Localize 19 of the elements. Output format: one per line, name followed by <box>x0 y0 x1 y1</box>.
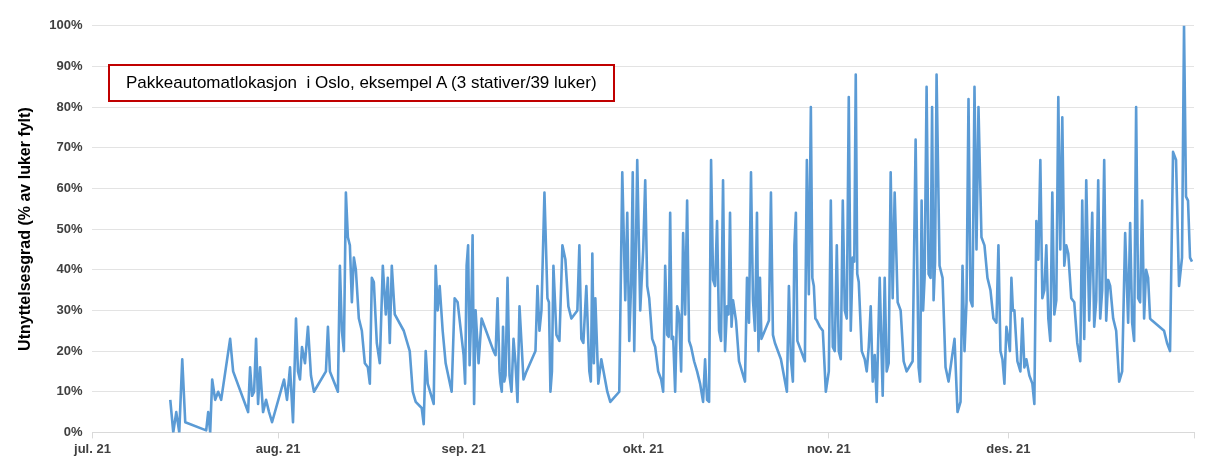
y-axis-title: Utnyttelsesgrad (% av luker fylt) <box>16 107 34 351</box>
y-tick-label: 20% <box>56 342 83 358</box>
y-tick-label: 80% <box>56 98 83 114</box>
y-tick-label: 10% <box>56 383 83 399</box>
y-tick-label: 30% <box>56 302 83 317</box>
annotation: Pakkeautomatlokasjon i Oslo, eksempel A (3 stativer/39 luker) <box>108 64 615 102</box>
x-tick-label: sep. 21 <box>441 440 486 456</box>
y-tick-label: 100% <box>49 17 83 33</box>
y-tick-label: 50% <box>56 220 83 236</box>
x-tick-label: aug. 21 <box>255 440 301 456</box>
y-tick-label: 40% <box>56 261 83 277</box>
x-tick-label: nov. 21 <box>806 440 851 456</box>
y-tick-label: 70% <box>56 139 83 155</box>
y-tick-label: 0% <box>63 423 83 439</box>
x-tick-label: jul. 21 <box>73 440 111 456</box>
x-tick-label: okt. 21 <box>622 440 664 456</box>
x-tick-label: des. 21 <box>986 440 1031 456</box>
y-tick-label: 60% <box>56 180 83 196</box>
y-tick-label: 90% <box>56 58 83 74</box>
